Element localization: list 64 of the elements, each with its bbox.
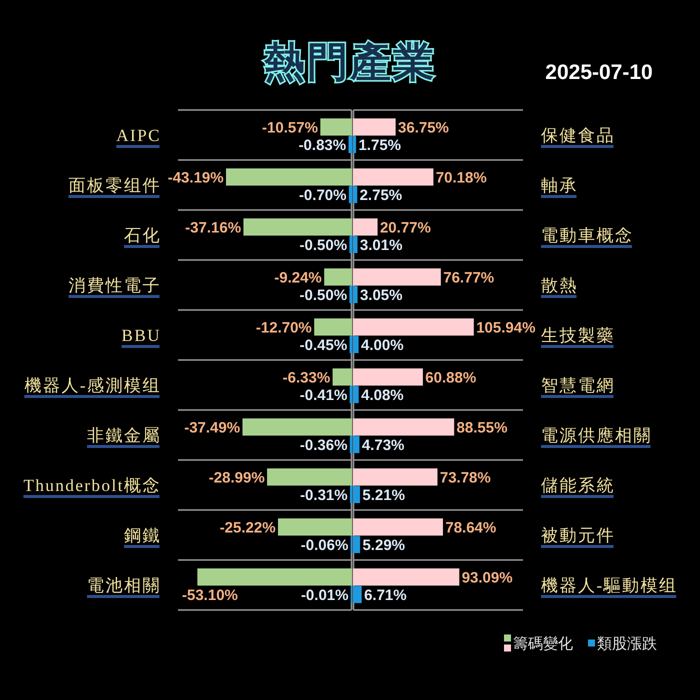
value-label: -0.45% [300, 337, 348, 354]
value-label: -0.50% [300, 237, 348, 254]
legend-label: 類股漲跌 [597, 634, 657, 652]
category-label: 儲能系統 [541, 476, 615, 495]
value-label: 4.73% [362, 437, 404, 454]
category-label: 面板零组件 [68, 176, 161, 195]
value-label: 4.08% [361, 387, 404, 404]
value-label: 88.55% [456, 420, 508, 436]
value-label: 1.75% [358, 137, 402, 154]
value-label: 5.29% [362, 537, 406, 554]
category-label: 生技製藥 [541, 326, 615, 345]
value-label: -9.24% [274, 270, 322, 286]
value-label: 78.64% [445, 520, 496, 536]
category-label: 機器人-驅動模组 [541, 576, 678, 595]
value-label: 6.71% [364, 587, 407, 604]
value-label: 4.00% [361, 337, 404, 354]
value-label: -37.16% [185, 220, 242, 236]
value-label: -0.83% [298, 137, 346, 154]
category-label: 非鐵金屬 [87, 426, 161, 445]
category-label: BBU [122, 326, 161, 345]
value-label: 3.01% [360, 237, 402, 254]
category-label: 機器人-感測模组 [24, 376, 161, 395]
value-label: -25.22% [220, 520, 276, 536]
value-label: 20.77% [380, 220, 431, 236]
value-label: -10.57% [262, 120, 318, 136]
value-label: 70.18% [436, 170, 487, 186]
subtitle: 2025-07-10 [545, 61, 653, 84]
value-label: 36.75% [398, 120, 449, 136]
value-label: -6.33% [282, 370, 330, 386]
value-label: 3.05% [360, 287, 402, 304]
value-label: -53.10% [182, 587, 238, 604]
value-label: 76.77% [443, 270, 494, 286]
category-label: 保健食品 [541, 126, 615, 145]
category-label: 石化 [124, 226, 161, 245]
value-label: 93.09% [462, 570, 513, 586]
category-label: 被動元件 [541, 526, 615, 545]
category-label: 散熱 [541, 276, 578, 295]
value-label: -28.99% [208, 470, 265, 486]
category-label: 智慧電網 [541, 376, 615, 395]
value-label: 73.78% [440, 470, 491, 486]
value-label: -0.36% [300, 437, 348, 454]
category-label: 電源供應相關 [541, 426, 652, 445]
value-label: -0.01% [300, 587, 348, 604]
title: 熱門產業 [264, 38, 436, 86]
category-label: AIPC [116, 126, 161, 145]
legend-label: 籌碼變化 [513, 634, 573, 652]
value-label: 2.75% [360, 187, 402, 204]
value-label: -0.06% [300, 537, 348, 554]
value-label: -43.19% [168, 170, 224, 186]
value-label: 105.94% [476, 320, 536, 336]
value-label: 5.21% [362, 487, 405, 504]
category-label: 消費性電子 [68, 276, 161, 295]
value-label: -0.31% [300, 487, 348, 504]
value-label: -12.70% [256, 320, 312, 336]
category-label: 軸承 [541, 176, 578, 195]
category-label: Thunderbolt概念 [23, 476, 161, 495]
value-label: -0.41% [300, 387, 348, 404]
value-label: -0.70% [298, 187, 346, 204]
category-label: 電動車概念 [541, 226, 634, 245]
value-label: -37.49% [184, 420, 240, 436]
value-label: -0.50% [300, 287, 348, 304]
category-label: 鋼鐵 [124, 526, 161, 545]
category-label: 電池相關 [87, 576, 161, 595]
value-label: 60.88% [425, 370, 476, 386]
